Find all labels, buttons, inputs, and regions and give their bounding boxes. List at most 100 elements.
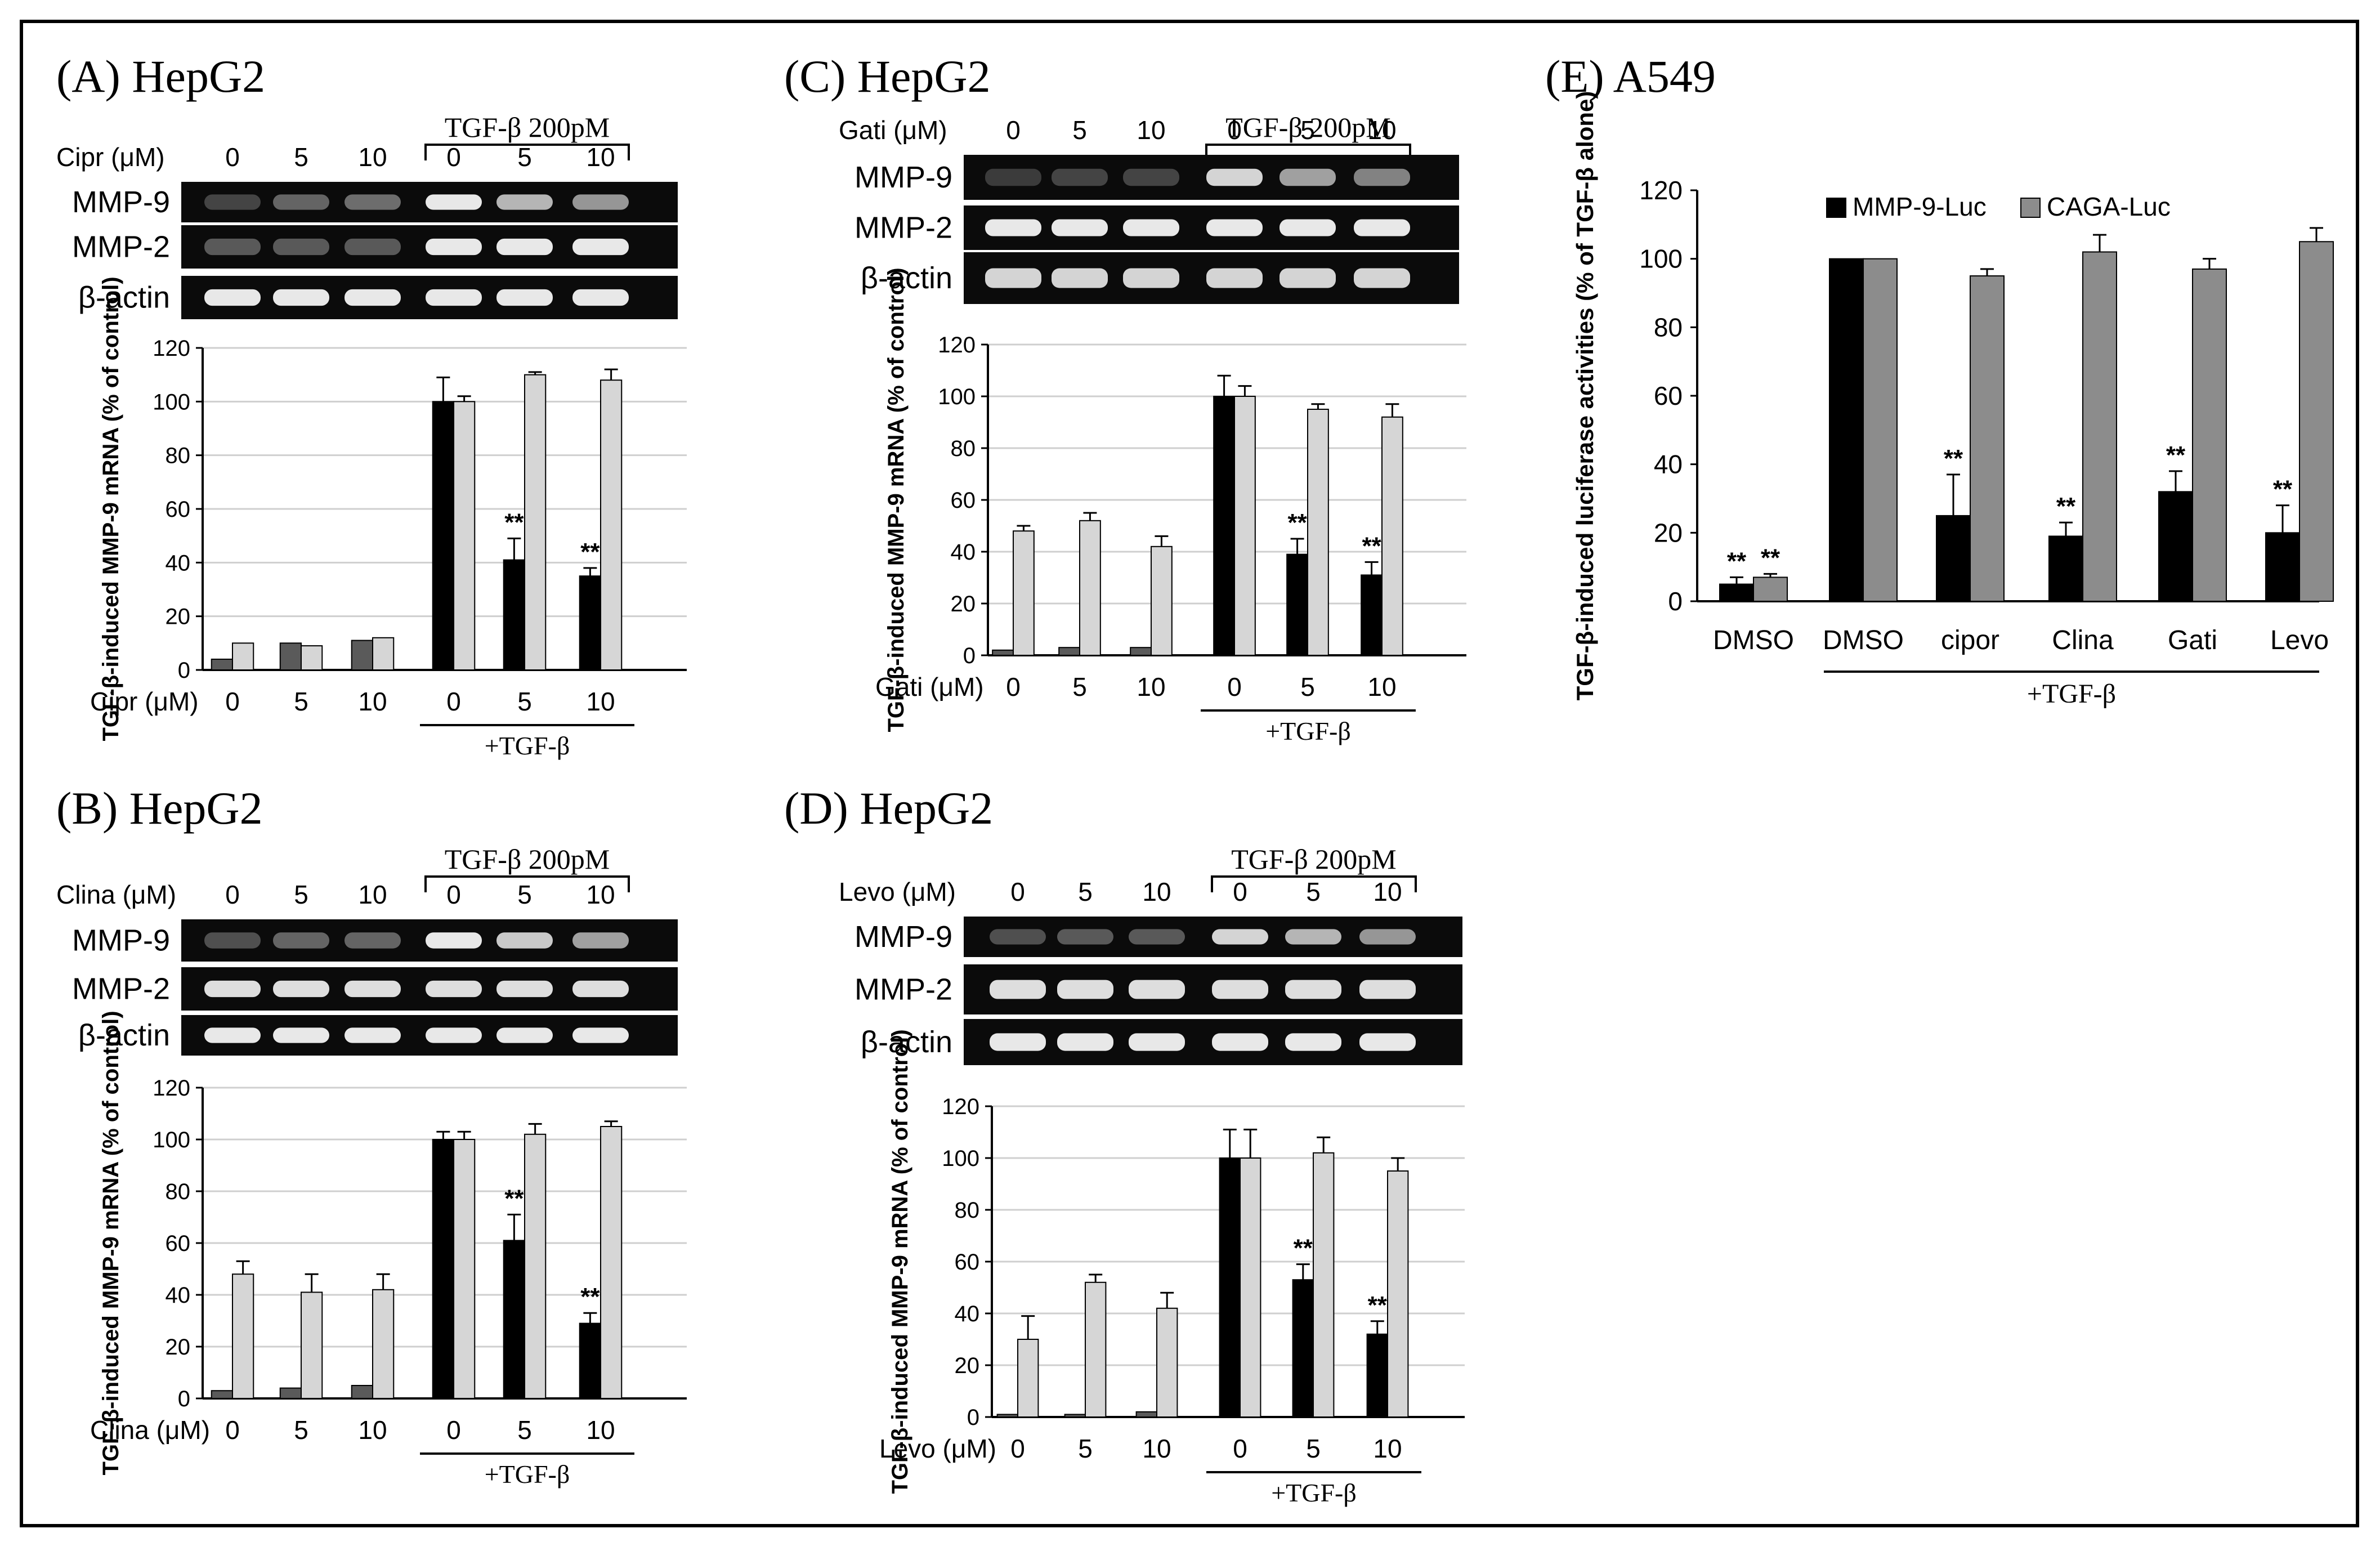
bar — [301, 1291, 323, 1399]
gel-band — [1212, 1033, 1268, 1051]
group-label: +TGF-β — [1265, 717, 1351, 745]
gel-band — [1354, 168, 1410, 186]
gel-band — [1285, 1033, 1341, 1051]
dose-value: 5 — [294, 142, 308, 172]
gel-band — [1052, 219, 1108, 236]
bar — [301, 645, 323, 671]
bar — [432, 1139, 455, 1399]
dose-value: 5 — [517, 880, 532, 909]
gel-band — [273, 289, 329, 306]
y-axis-label: TGF-β-induced luciferase activities (% o… — [1572, 91, 1598, 701]
dose-value: 10 — [1373, 877, 1402, 906]
treatment-bracket-label: TGF-β 200pM — [1231, 843, 1397, 875]
gel-band — [572, 980, 629, 998]
gel-band — [572, 238, 629, 256]
treatment-bracket — [424, 144, 630, 160]
gel-row-label: MMP-2 — [855, 973, 952, 1007]
gel-row-label: MMP-9 — [72, 185, 170, 219]
significance-marker: ** — [2273, 476, 2293, 503]
bar — [1079, 520, 1101, 656]
gel-band — [990, 1033, 1046, 1051]
bar — [453, 401, 476, 671]
x-tick-label: 10 — [358, 1415, 387, 1445]
gel-band — [1129, 929, 1185, 945]
x-axis-label: Levo (μM) — [879, 1434, 996, 1463]
dose-value: 0 — [1233, 877, 1247, 906]
gel-band — [496, 194, 553, 210]
gel-band — [496, 238, 553, 256]
significance-marker: ** — [1727, 547, 1747, 575]
y-tick-label: 60 — [1654, 381, 1683, 410]
bar — [279, 642, 302, 671]
dose-value: 10 — [1367, 115, 1396, 145]
y-tick-label: 100 — [153, 390, 190, 414]
gel-band — [990, 980, 1046, 999]
group-label: +TGF-β — [2027, 679, 2116, 709]
y-tick-label: 60 — [165, 1231, 191, 1256]
y-tick-label: 40 — [1654, 450, 1683, 479]
bar — [1064, 1414, 1086, 1418]
y-axis-label: TGF-β-induced MMP-9 mRNA (% of control) — [99, 1011, 123, 1475]
x-tick-label: 0 — [1227, 672, 1242, 701]
gel-band — [1285, 980, 1341, 999]
gel-band — [1359, 929, 1416, 945]
x-axis-label: Clina (μM) — [90, 1415, 210, 1445]
group-label: +TGF-β — [485, 731, 570, 760]
group-label: +TGF-β — [1271, 1478, 1357, 1507]
gel-band — [1129, 980, 1185, 999]
y-axis-label: TGF-β-induced MMP-9 mRNA (% of control) — [888, 1029, 912, 1494]
y-tick-label: 60 — [165, 497, 191, 522]
y-tick-label: 40 — [955, 1302, 980, 1326]
y-tick-label: 80 — [1654, 312, 1683, 342]
bar — [1135, 1411, 1157, 1418]
y-tick-label: 100 — [938, 385, 976, 409]
dose-value: 0 — [446, 880, 461, 909]
y-tick-label: 120 — [153, 1076, 190, 1101]
x-tick-label: 10 — [358, 687, 387, 716]
dose-value: 5 — [1078, 877, 1093, 906]
bar — [432, 401, 455, 671]
y-tick-label: 100 — [1639, 244, 1683, 274]
gel-band — [1206, 168, 1263, 186]
gel-band — [204, 980, 261, 998]
y-tick-label: 0 — [178, 658, 190, 683]
bar — [1361, 574, 1383, 656]
dose-value: 0 — [225, 142, 240, 172]
panel-title: (C) HepG2 — [784, 51, 991, 102]
gel-band — [204, 1027, 261, 1043]
dose-value: 10 — [586, 142, 615, 172]
bar — [1387, 1170, 1409, 1418]
bar — [503, 559, 526, 671]
treatment-bracket — [1211, 875, 1417, 892]
gel-band — [1057, 1033, 1113, 1051]
x-tick-label: DMSO — [1713, 625, 1794, 655]
significance-marker: ** — [1362, 532, 1381, 560]
x-tick-label: 5 — [1072, 672, 1087, 701]
gel-band — [496, 1027, 553, 1043]
dose-value: 5 — [294, 880, 308, 909]
legend-label: CAGA-Luc — [2047, 192, 2171, 221]
gel-band — [273, 194, 329, 210]
x-tick-label: Levo — [2270, 625, 2329, 655]
gel-band — [572, 289, 629, 306]
bar — [600, 1126, 623, 1399]
significance-marker: ** — [2056, 493, 2076, 520]
dose-value: 0 — [1010, 877, 1025, 906]
bar — [232, 642, 254, 671]
bar — [1286, 553, 1309, 656]
y-tick-label: 80 — [955, 1198, 980, 1223]
panel-title: (E) A549 — [1545, 51, 1716, 102]
dose-value: 10 — [586, 880, 615, 909]
bar — [2299, 241, 2334, 602]
y-tick-label: 60 — [955, 1250, 980, 1275]
x-tick-label: 10 — [586, 1415, 615, 1445]
x-tick-label: 10 — [586, 687, 615, 716]
bar-chart-e: 0 20 40 60 80 100 120 TGF-β-induced luciferase … — [1572, 91, 2334, 709]
gel-band — [345, 289, 401, 306]
panel-e: (E) A549 0 20 40 60 80 100 120 TGF-β-induced luc… — [1545, 51, 2334, 709]
bar — [351, 1385, 374, 1399]
